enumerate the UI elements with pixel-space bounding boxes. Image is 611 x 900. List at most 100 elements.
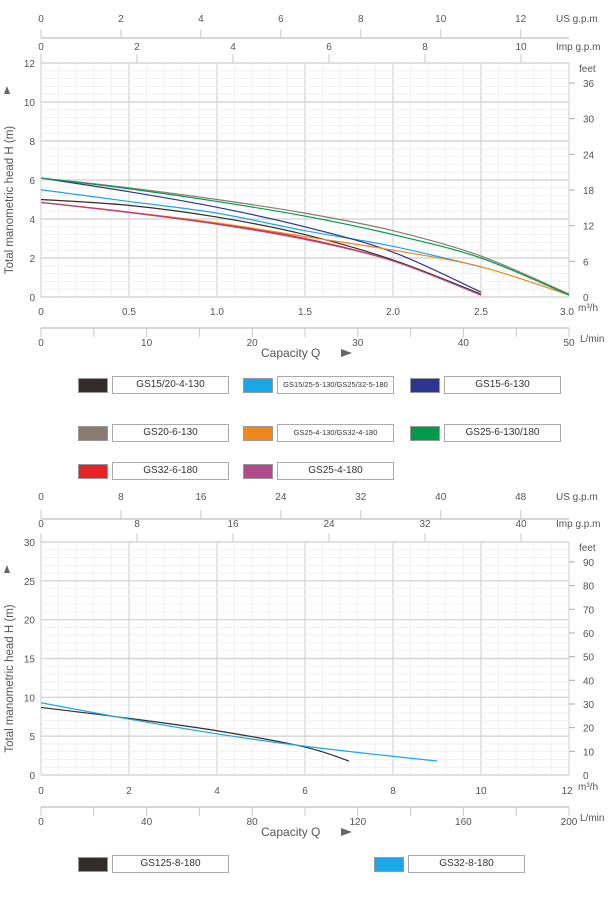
feet-tick-label: 18 xyxy=(583,186,595,197)
right-arrow-icon xyxy=(341,349,352,357)
x-tick-label: 10 xyxy=(475,786,487,797)
usgpm-tick-label: 2 xyxy=(118,14,124,25)
lmin-tick-label: 80 xyxy=(247,817,259,828)
y-tick-label: 4 xyxy=(29,215,35,226)
legend-label: GS32-8-180 xyxy=(408,855,525,873)
y-tick-label: 10 xyxy=(24,98,36,109)
legend-swatch xyxy=(243,377,273,393)
legend-swatch xyxy=(410,425,440,441)
x-tick-label: 2 xyxy=(126,786,132,797)
legend-label: GS15/20-4-130 xyxy=(112,376,229,394)
x-tick-label: 4 xyxy=(214,786,220,797)
lmin-unit-label: L/min xyxy=(580,334,604,345)
series-line-gs25-6-130-180 xyxy=(40,177,570,296)
lmin-unit-label: L/min xyxy=(580,813,604,824)
lmin-tick-label: 40 xyxy=(141,817,153,828)
impgpm-tick-label: 2 xyxy=(134,42,140,53)
legend-swatch xyxy=(243,463,273,479)
x-tick-label: 0.5 xyxy=(122,307,136,318)
y-tick-label: 0 xyxy=(29,771,35,782)
legend-item: GS15-6-130 xyxy=(410,376,561,394)
feet-tick-label: 70 xyxy=(583,605,595,616)
usgpm-tick-label: 8 xyxy=(358,14,364,25)
usgpm-tick-label: 6 xyxy=(278,14,284,25)
impgpm-tick-label: 0 xyxy=(38,42,44,53)
feet-tick-label: 30 xyxy=(583,700,595,711)
feet-tick-label: 36 xyxy=(583,79,595,90)
usgpm-unit-label: US g.p.m xyxy=(556,492,598,503)
legend-item: GS25-6-130/180 xyxy=(410,424,561,442)
y-axis-title: Total manometric head H (m) xyxy=(4,126,16,274)
lmin-tick-label: 20 xyxy=(247,338,259,349)
legend-label: GS25-4-180 xyxy=(277,462,394,480)
y-axis-title: Total manometric head H (m) xyxy=(4,604,16,752)
feet-unit-label: feet xyxy=(579,543,596,554)
usgpm-tick-label: 40 xyxy=(435,492,447,503)
impgpm-tick-label: 10 xyxy=(515,42,527,53)
impgpm-tick-label: 16 xyxy=(227,519,239,530)
feet-tick-label: 30 xyxy=(583,115,595,126)
usgpm-tick-label: 4 xyxy=(198,14,204,25)
legend-label: GS25-6-130/180 xyxy=(444,424,561,442)
y-tick-label: 8 xyxy=(29,137,35,148)
impgpm-tick-label: 40 xyxy=(515,519,527,530)
series-line-gs15-6-130 xyxy=(40,177,482,293)
y-tick-label: 10 xyxy=(24,693,36,704)
usgpm-tick-label: 48 xyxy=(515,492,527,503)
legend-item: GS15/25-5-130/GS25/32-5-180 xyxy=(243,376,394,394)
impgpm-tick-label: 0 xyxy=(38,519,44,530)
legend-item: GS125-8-180 xyxy=(78,855,229,873)
legend-swatch xyxy=(410,377,440,393)
legend-item: GS20-6-130 xyxy=(78,424,229,442)
y-tick-label: 20 xyxy=(24,616,36,627)
x-tick-label: 0 xyxy=(38,786,44,797)
feet-tick-label: 40 xyxy=(583,676,595,687)
x-tick-label: 3.0 xyxy=(560,307,574,318)
x-axis-title: Capacity Q xyxy=(261,825,320,839)
legend-label: GS32-6-180 xyxy=(112,462,229,480)
up-arrow-icon xyxy=(4,565,10,573)
x-tick-label: 2.5 xyxy=(474,307,488,318)
x-tick-label: 1.5 xyxy=(298,307,312,318)
legend-item: GS25-4-130/GS32-4-180 xyxy=(243,424,394,442)
impgpm-tick-label: 6 xyxy=(326,42,332,53)
x-tick-label: 1.0 xyxy=(210,307,224,318)
lmin-tick-label: 200 xyxy=(561,817,578,828)
x-tick-label: 2.0 xyxy=(386,307,400,318)
feet-tick-label: 0 xyxy=(583,293,589,304)
x-unit-label: m³/h xyxy=(578,782,598,793)
lmin-tick-label: 30 xyxy=(352,338,364,349)
series-line-gs32-8-180 xyxy=(40,702,438,762)
feet-tick-label: 6 xyxy=(583,257,589,268)
impgpm-tick-label: 32 xyxy=(419,519,431,530)
legend-swatch xyxy=(78,463,108,479)
usgpm-tick-label: 16 xyxy=(195,492,207,503)
feet-tick-label: 24 xyxy=(583,150,595,161)
y-tick-label: 30 xyxy=(24,538,36,549)
lmin-tick-label: 120 xyxy=(349,817,366,828)
y-tick-label: 6 xyxy=(29,176,35,187)
y-tick-label: 0 xyxy=(29,293,35,304)
feet-tick-label: 12 xyxy=(583,222,595,233)
impgpm-unit-label: Imp g.p.m xyxy=(556,42,600,53)
y-tick-label: 5 xyxy=(29,732,35,743)
feet-tick-label: 80 xyxy=(583,582,595,593)
lmin-tick-label: 50 xyxy=(563,338,575,349)
x-tick-label: 0 xyxy=(38,307,44,318)
feet-tick-label: 20 xyxy=(583,724,595,735)
usgpm-tick-label: 12 xyxy=(515,14,527,25)
up-arrow-icon xyxy=(4,86,10,94)
legend-item: GS32-6-180 xyxy=(78,462,229,480)
legend-label: GS25-4-130/GS32-4-180 xyxy=(277,424,394,442)
lmin-tick-label: 40 xyxy=(458,338,470,349)
feet-tick-label: 90 xyxy=(583,558,595,569)
feet-tick-label: 10 xyxy=(583,747,595,758)
x-tick-label: 12 xyxy=(561,786,573,797)
impgpm-unit-label: Imp g.p.m xyxy=(556,519,600,530)
series-line-gs15-25-5-130-gs25-32-5-180 xyxy=(40,189,482,268)
usgpm-tick-label: 24 xyxy=(275,492,287,503)
usgpm-tick-label: 8 xyxy=(118,492,124,503)
y-tick-label: 2 xyxy=(29,254,35,265)
